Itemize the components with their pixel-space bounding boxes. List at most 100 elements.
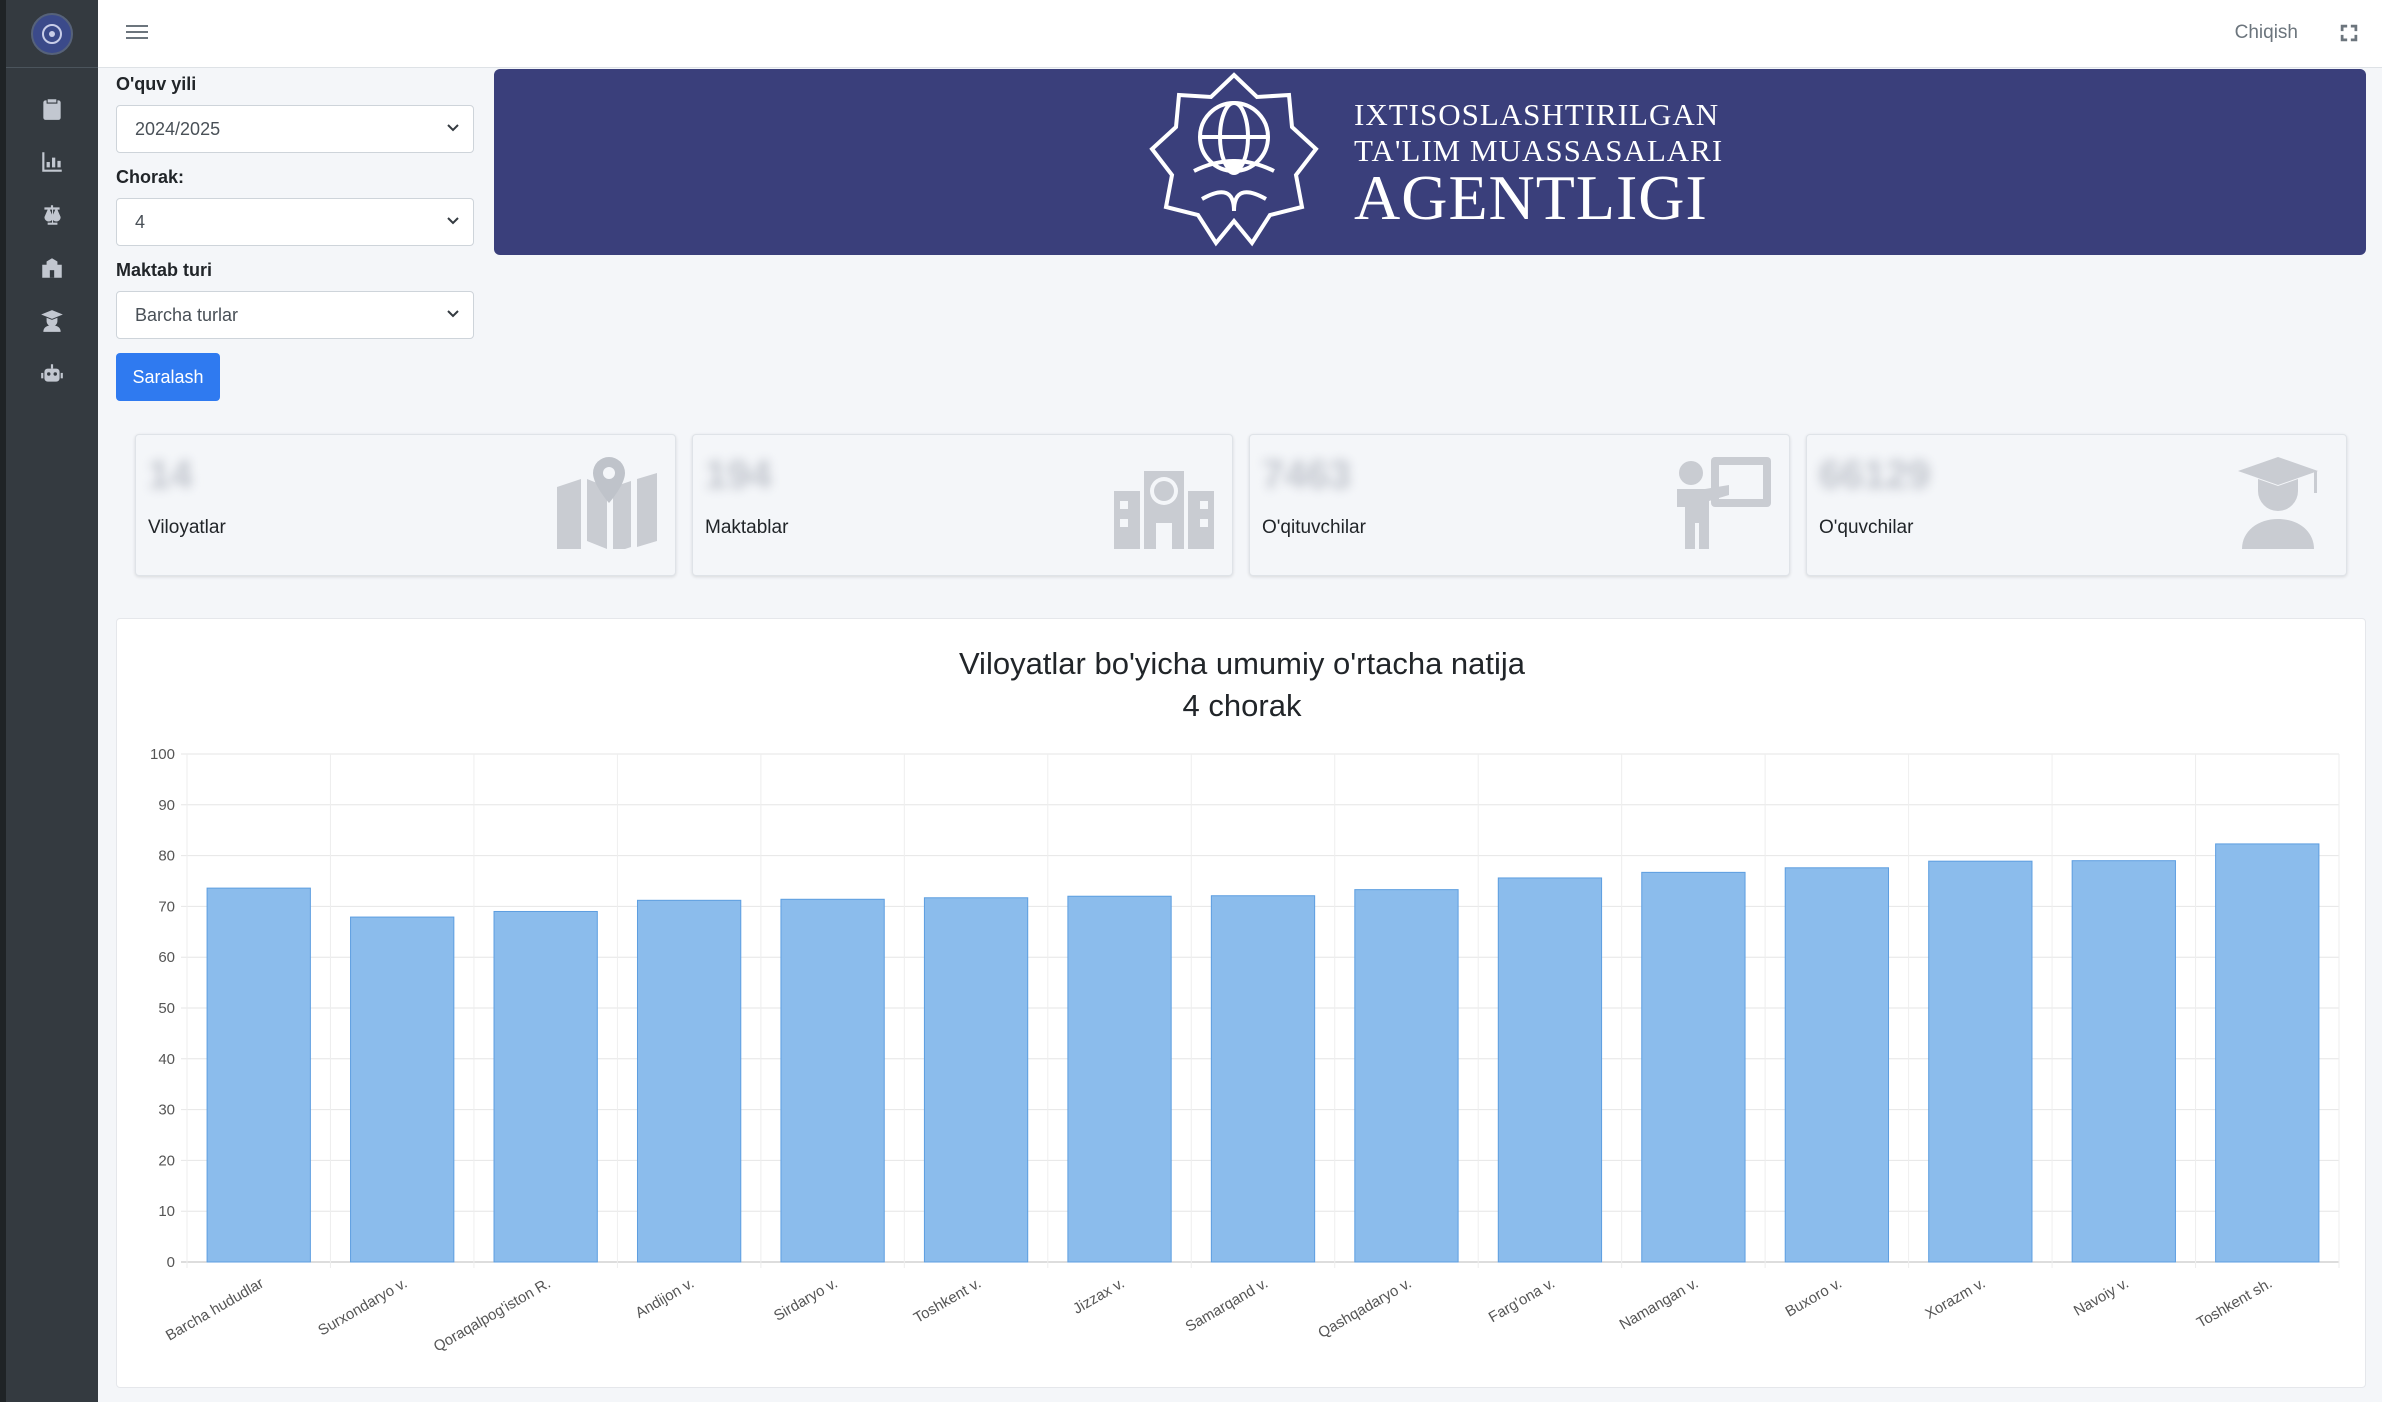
x-tick-label: Xorazm v. [1922, 1275, 1988, 1323]
y-tick-label: 90 [158, 797, 175, 814]
topbar: Chiqish [98, 0, 2382, 68]
bar[interactable] [350, 916, 455, 1263]
sidebar-item-schools[interactable] [6, 241, 98, 294]
chevron-down-icon [447, 217, 459, 225]
robot-icon [41, 363, 63, 382]
stat-card-schools: 194 Maktablar [692, 434, 1233, 576]
bar[interactable] [2215, 843, 2320, 1263]
bar[interactable] [1784, 867, 1890, 1263]
stat-value: 14 [148, 453, 193, 497]
sidebar-item-statistics[interactable] [6, 135, 98, 188]
student-graduate-icon [2228, 457, 2328, 549]
quarter-select[interactable]: 4 [116, 198, 474, 246]
bar[interactable] [636, 899, 742, 1263]
stat-label: Maktablar [705, 517, 789, 538]
stat-value: 194 [705, 453, 772, 497]
map-marker-icon [557, 457, 657, 553]
stat-label: O'qituvchilar [1262, 517, 1366, 538]
chevron-down-icon [447, 124, 459, 132]
sidebar-item-clipboard[interactable] [6, 82, 98, 135]
bar[interactable] [206, 887, 311, 1263]
bar[interactable] [780, 898, 885, 1263]
y-tick-label: 50 [158, 1000, 175, 1017]
quarter-label: Chorak: [116, 167, 185, 187]
y-tick-label: 70 [158, 898, 175, 915]
balance-scale-icon [44, 204, 61, 225]
school-icon [42, 257, 62, 278]
x-tick-label: Barcha hududlar [163, 1275, 267, 1345]
stat-value: 7463 [1262, 453, 1351, 497]
y-tick-label: 80 [158, 848, 175, 865]
year-select[interactable]: 2024/2025 [116, 105, 474, 153]
bar[interactable] [1210, 895, 1316, 1263]
quarter-select-value: 4 [135, 212, 146, 232]
bar-chart-icon [42, 151, 62, 172]
banner-line-2: TA'LIM MUASSASALARI [1354, 133, 1724, 168]
bar[interactable] [2071, 860, 2176, 1263]
x-tick-label: Buxoro v. [1782, 1275, 1844, 1321]
sidebar-item-balance[interactable] [6, 188, 98, 241]
y-tick-label: 20 [158, 1152, 175, 1169]
year-select-value: 2024/2025 [135, 119, 221, 139]
bar[interactable] [1354, 889, 1459, 1263]
bar[interactable] [1067, 895, 1172, 1263]
bar[interactable] [1497, 877, 1603, 1263]
school-type-label: Maktab turi [116, 260, 213, 280]
bar[interactable] [493, 910, 598, 1263]
stat-card-students: 66129 O'quvchilar [1806, 434, 2347, 576]
school-type-select-value: Barcha turlar [135, 305, 239, 325]
sidebar [0, 0, 98, 1402]
x-tick-label: Sirdaryo v. [771, 1275, 841, 1325]
y-tick-label: 60 [158, 949, 175, 966]
stat-value: 66129 [1819, 453, 1931, 497]
x-tick-label: Andijon v. [633, 1275, 698, 1322]
y-tick-label: 40 [158, 1051, 175, 1068]
chart-subtitle: 4 chorak [1183, 688, 1302, 723]
stat-card-teachers: 7463 O'qituvchilar [1249, 434, 1790, 576]
agency-banner: IXTISOSLASHTIRILGAN TA'LIM MUASSASALARI … [494, 69, 2366, 255]
sidebar-nav [6, 68, 98, 400]
filter-submit-button[interactable]: Saralash [116, 353, 220, 401]
hamburger-menu-icon[interactable] [126, 21, 148, 43]
bar[interactable] [923, 897, 1029, 1263]
chevron-down-icon [447, 310, 459, 318]
school-building-icon [1114, 457, 1214, 549]
chart-card: Viloyatlar bo'yicha umumiy o'rtacha nati… [116, 618, 2366, 1388]
x-tick-label: Toshkent sh. [2194, 1275, 2275, 1332]
agency-emblem-icon [1149, 72, 1319, 247]
bar[interactable] [1928, 860, 2033, 1263]
school-type-select[interactable]: Barcha turlar [116, 291, 474, 339]
stat-label: O'quvchilar [1819, 517, 1914, 538]
stat-cards: 14 Viloyatlar 194 Maktablar 7463 O'qituv… [135, 434, 2347, 576]
bar[interactable] [1641, 871, 1746, 1263]
banner-line-1: IXTISOSLASHTIRILGAN [1354, 97, 1720, 132]
x-tick-label: Jizzax v. [1070, 1275, 1127, 1318]
stat-label: Viloyatlar [148, 517, 226, 538]
sidebar-item-robot[interactable] [6, 347, 98, 400]
year-label: O'quv yili [116, 74, 197, 94]
x-tick-label: Surxondaryo v. [315, 1275, 410, 1340]
bar-chart: Viloyatlar bo'yicha umumiy o'rtacha nati… [150, 646, 2340, 1356]
banner-line-3: AGENTLIGI [1354, 162, 1708, 233]
sidebar-brand[interactable] [6, 0, 98, 68]
graduate-icon [41, 309, 63, 332]
y-tick-label: 10 [158, 1203, 175, 1220]
chart-title: Viloyatlar bo'yicha umumiy o'rtacha nati… [959, 646, 1526, 681]
x-tick-label: Farg'ona v. [1486, 1275, 1558, 1326]
y-tick-label: 100 [150, 746, 175, 763]
y-tick-label: 0 [167, 1254, 175, 1271]
fullscreen-icon[interactable] [2338, 22, 2360, 44]
filter-panel: O'quv yili 2024/2025 Chorak: 4 Maktab tu… [116, 70, 476, 401]
y-tick-label: 30 [158, 1102, 175, 1119]
x-tick-label: Navoiy v. [2071, 1275, 2132, 1320]
x-tick-label: Qoraqalpog'iston R. [431, 1275, 554, 1356]
x-tick-label: Toshkent v. [911, 1275, 984, 1327]
teacher-icon [1671, 457, 1771, 549]
clipboard-icon [43, 98, 61, 120]
sidebar-item-graduates[interactable] [6, 294, 98, 347]
x-tick-label: Samarqand v. [1183, 1275, 1271, 1336]
agency-logo-icon[interactable] [31, 12, 73, 55]
x-tick-label: Namangan v. [1617, 1275, 1702, 1334]
x-tick-label: Qashqadaryo v. [1315, 1275, 1414, 1342]
logout-link[interactable]: Chiqish [2234, 22, 2298, 43]
